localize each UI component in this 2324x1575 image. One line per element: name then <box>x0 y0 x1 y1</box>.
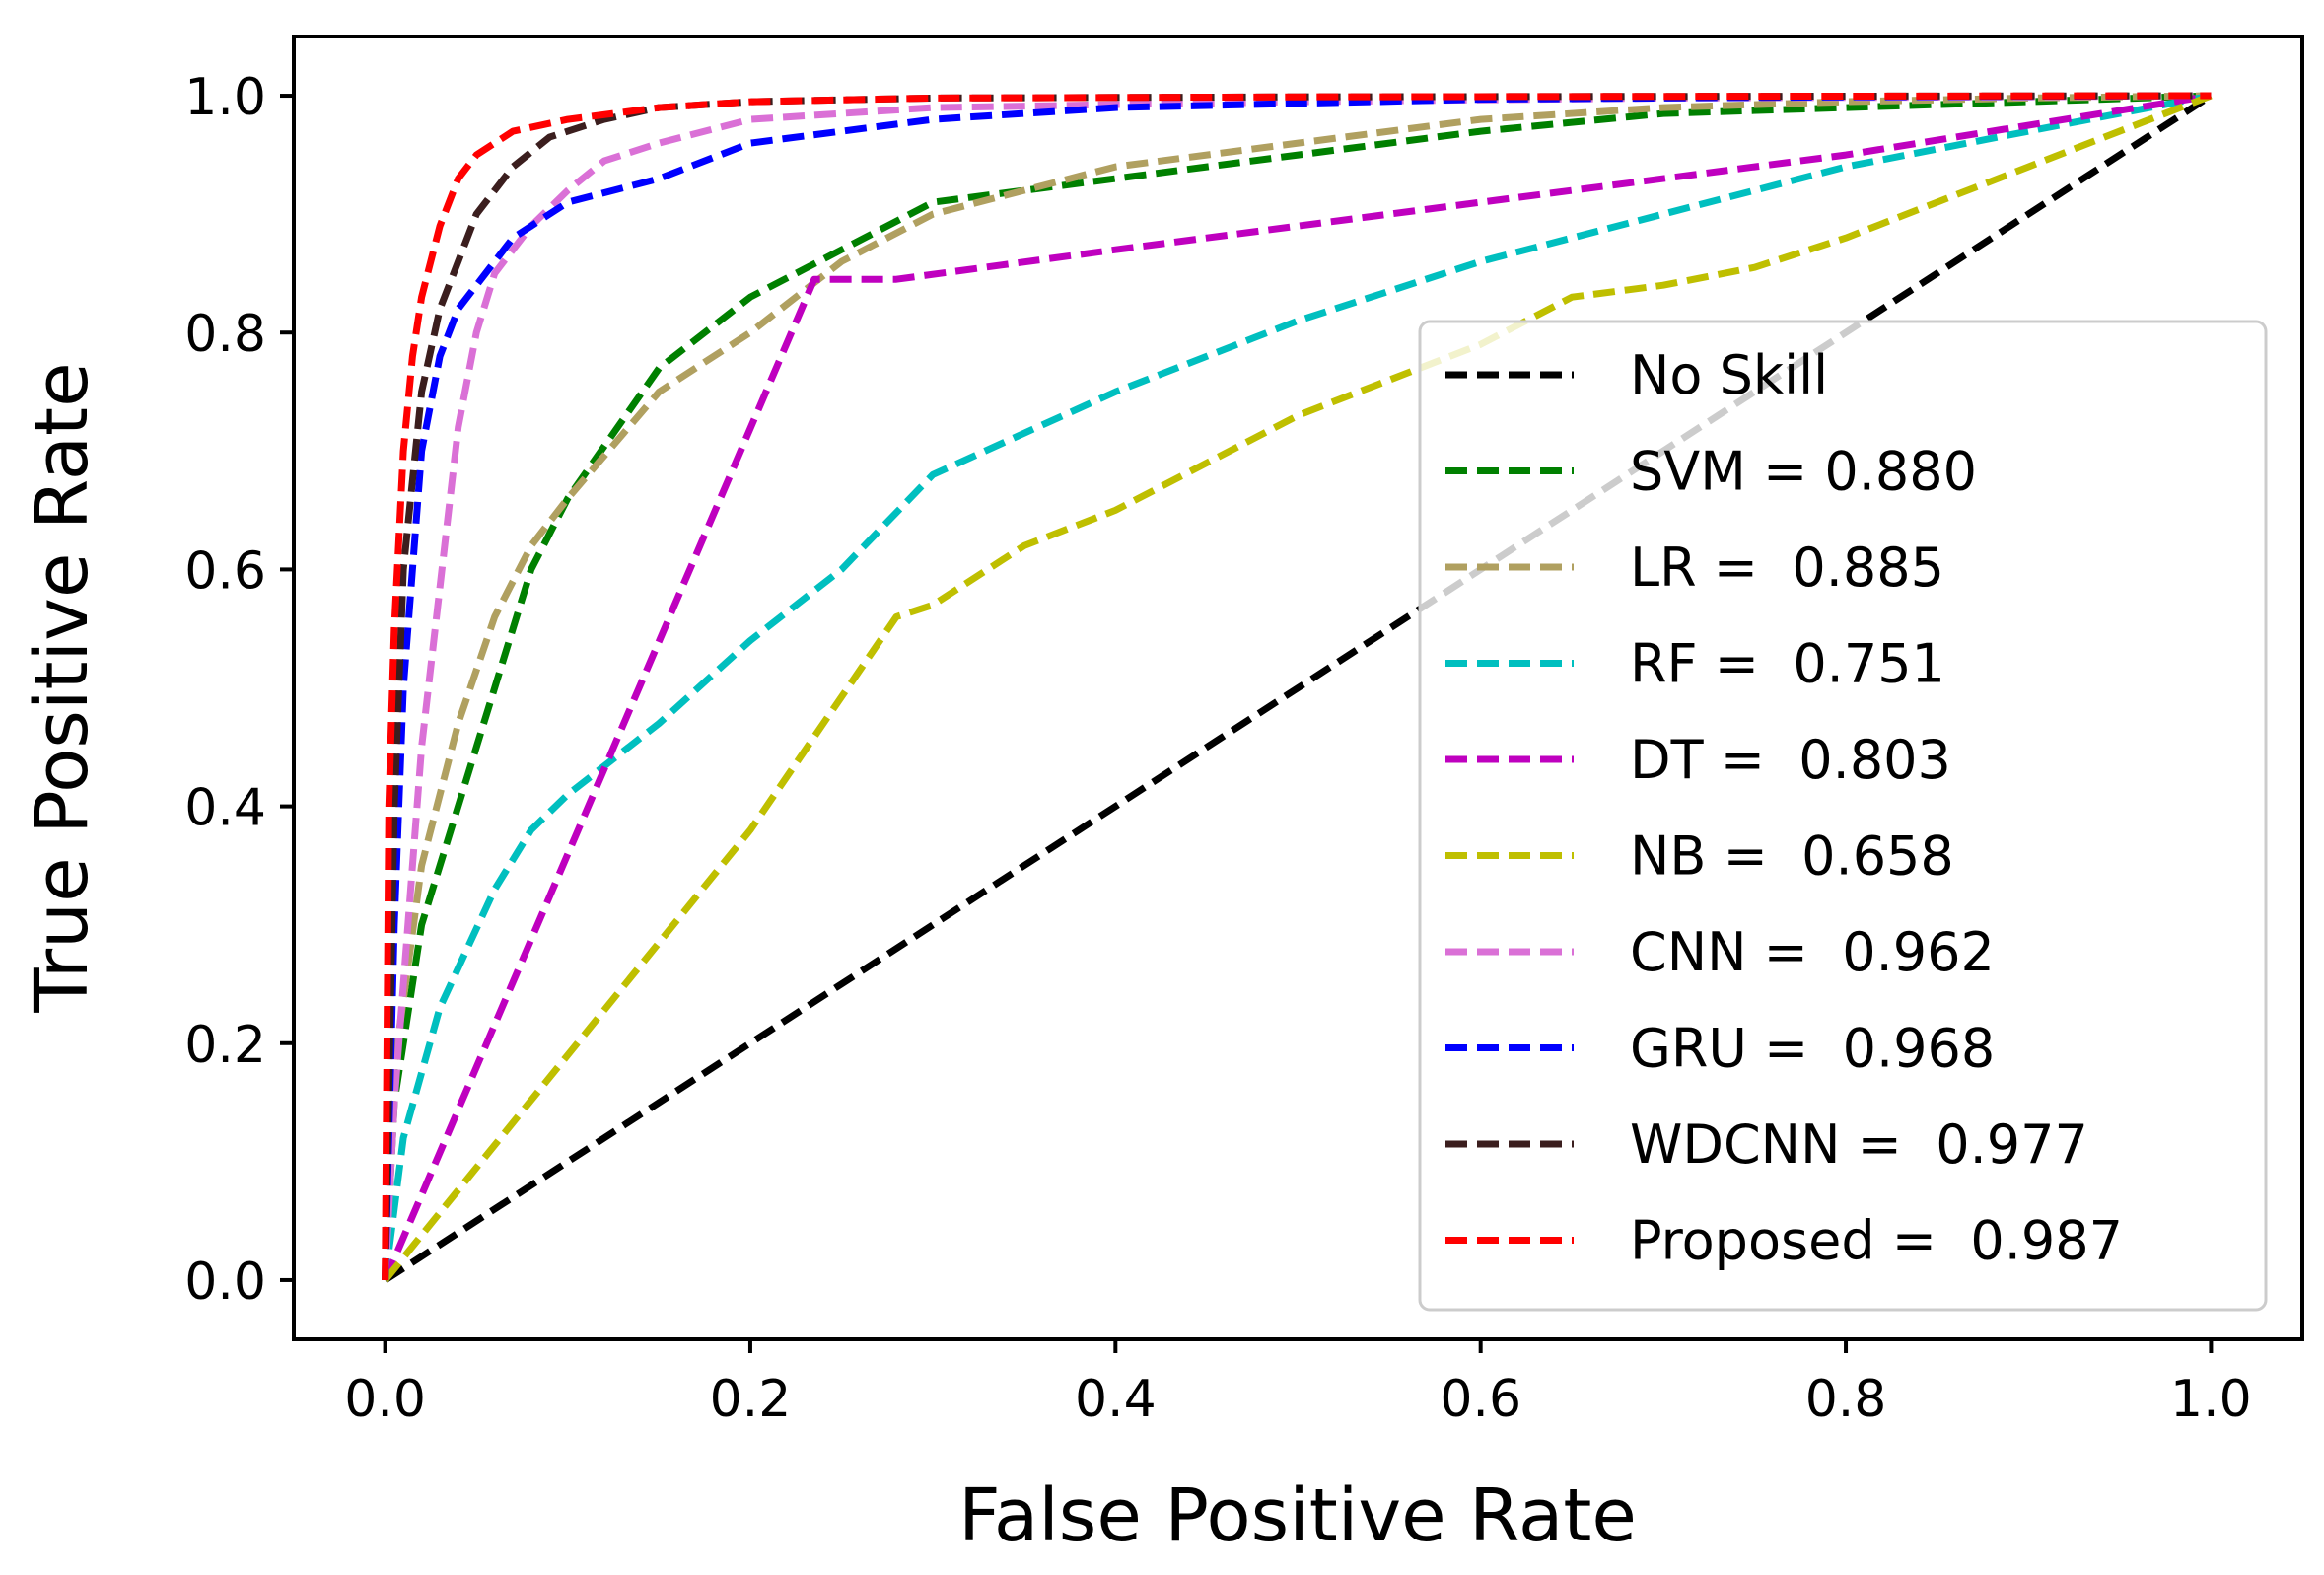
legend-label: DT = 0.803 <box>1630 729 1951 791</box>
x-tick-label: 0.2 <box>710 1370 792 1429</box>
series-line-0 <box>383 93 2214 1283</box>
series-lines <box>382 92 2214 1283</box>
y-tick-label: 1.0 <box>184 68 266 127</box>
legend-label: CNN = 0.962 <box>1630 921 1995 983</box>
legend-label: No Skill <box>1630 344 1828 406</box>
legend-label: Proposed = 0.987 <box>1630 1210 2123 1272</box>
legend-label: SVM = 0.880 <box>1630 441 1977 503</box>
series-line-5 <box>382 92 2213 1283</box>
series-line-7 <box>382 92 2212 1281</box>
series-line-8 <box>382 92 2212 1281</box>
series-line-9 <box>382 92 2212 1281</box>
series-line-2 <box>382 92 2212 1281</box>
legend-box <box>1418 320 2268 1312</box>
legend-label: GRU = 0.968 <box>1630 1018 1995 1080</box>
legend-label: NB = 0.658 <box>1630 825 1954 888</box>
y-tick-label: 0.2 <box>184 1016 266 1075</box>
plot-frame <box>292 35 2304 1341</box>
y-axis-title: True Positive Rate <box>20 362 105 1013</box>
y-axis-ticks: 0.0 0.2 0.4 0.6 0.8 1.0 <box>184 68 294 1312</box>
y-tick-label: 0.6 <box>184 541 266 601</box>
legend-label: LR = 0.885 <box>1630 537 1944 599</box>
y-tick-label: 0.4 <box>184 779 266 838</box>
x-tick-label: 1.0 <box>2170 1370 2252 1429</box>
x-axis-title: False Positive Rate <box>958 1473 1637 1558</box>
legend: No Skill SVM = 0.880 LR = 0.885 RF = 0.751 D… <box>1418 320 2268 1312</box>
y-tick-label: 0.8 <box>184 305 266 364</box>
x-axis-ticks: 0.0 0.2 0.4 0.6 0.8 1.0 <box>344 1339 2252 1429</box>
y-tick-label: 0.0 <box>184 1253 266 1312</box>
x-tick-label: 0.0 <box>344 1370 426 1429</box>
x-tick-label: 0.4 <box>1075 1370 1157 1429</box>
series-line-4 <box>382 92 2212 1282</box>
series-line-3 <box>382 92 2213 1281</box>
x-tick-label: 0.8 <box>1805 1370 1887 1429</box>
x-tick-label: 0.6 <box>1440 1370 1521 1429</box>
legend-label: WDCNN = 0.977 <box>1630 1113 2088 1176</box>
legend-label: RF = 0.751 <box>1630 633 1945 695</box>
series-line-1 <box>382 92 2212 1281</box>
